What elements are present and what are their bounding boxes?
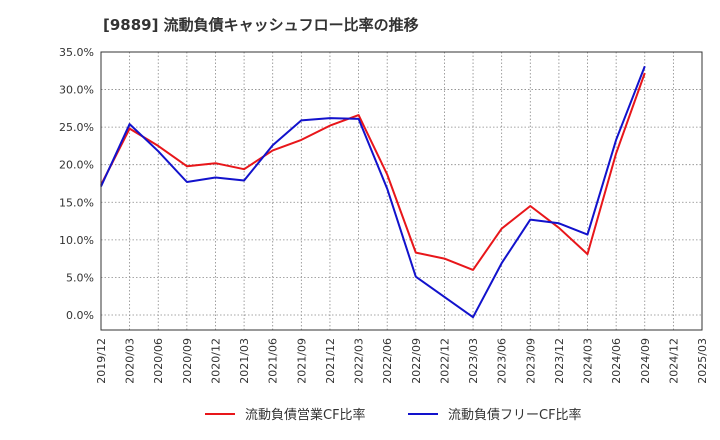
x-tick-label: 2024/06 [610,338,623,384]
chart-title: [9889] 流動負債キャッシュフロー比率の推移 [103,16,419,34]
x-tick-label: 2024/03 [582,338,595,384]
x-tick-label: 2023/06 [496,338,509,384]
x-tick-label: 2021/09 [295,338,308,384]
x-tick-label: 2022/09 [410,338,423,384]
x-tick-label: 2021/06 [267,338,280,384]
x-tick-label: 2023/03 [467,338,480,384]
y-tick-label: 35.0% [59,46,94,59]
legend-label-2: 流動負債フリーCF比率 [448,407,582,423]
x-tick-label: 2022/12 [438,338,451,384]
grid [100,51,703,330]
x-tick-label: 2023/12 [553,338,566,384]
legend-label-1: 流動負債営業CF比率 [245,407,366,423]
series-lines [100,65,646,319]
y-tick-label: 20.0% [59,159,94,172]
y-tick-label: 30.0% [59,84,94,97]
x-tick-label: 2020/03 [124,338,137,384]
x-tick-label: 2022/06 [381,338,394,384]
x-axis-ticks: 2019/12 2020/03 2020/06 2020/09 2020/12 2021/… [95,338,709,384]
series-line-1 [100,72,646,271]
plot-frame [100,51,703,331]
x-tick-label: 2020/12 [209,338,222,384]
x-tick-label: 2024/12 [667,338,680,384]
x-tick-label: 2020/09 [181,338,194,384]
y-tick-label: 25.0% [59,121,94,134]
x-tick-label: 2025/03 [696,338,709,384]
y-tick-label: 15.0% [59,196,94,209]
y-axis-ticks: 0.0% 5.0% 10.0% 15.0% 20.0% 25.0% 30.0% 35.0% [59,46,94,322]
series-line-2 [100,65,646,319]
y-tick-label: 5.0% [66,271,94,284]
x-tick-label: 2021/03 [238,338,251,384]
x-tick-label: 2023/09 [524,338,537,384]
legend: 流動負債営業CF比率 流動負債フリーCF比率 [205,407,582,423]
x-tick-label: 2022/03 [353,338,366,384]
x-tick-label: 2019/12 [95,338,108,384]
y-tick-label: 0.0% [66,309,94,322]
x-tick-label: 2024/09 [639,338,652,384]
x-tick-label: 2020/06 [152,338,165,384]
y-tick-label: 10.0% [59,234,94,247]
x-tick-label: 2021/12 [324,338,337,384]
